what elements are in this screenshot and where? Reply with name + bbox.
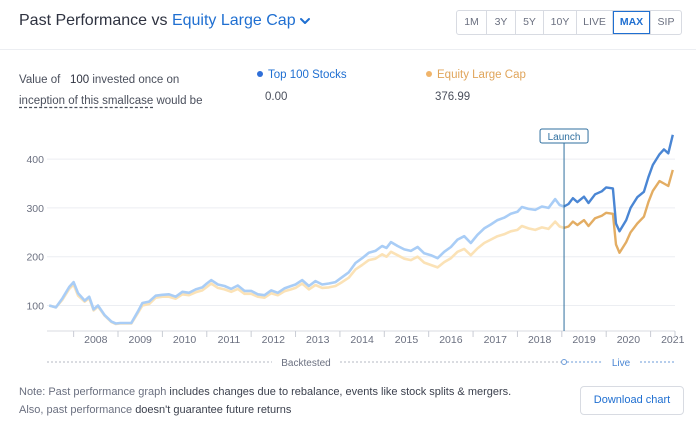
legend-series-2-name: Equity Large Cap (437, 69, 526, 81)
chevron-down-icon (299, 17, 310, 24)
footer-line-2: Also, past performance doesn't guarantee… (19, 401, 511, 419)
legend-dot-icon (426, 71, 432, 77)
footer-note: Note: Past performance graph includes ch… (19, 383, 511, 419)
summary-text-1: Value of (19, 74, 61, 86)
launch-point-marker (561, 359, 568, 365)
summary-text-3: would be (156, 95, 203, 107)
x-tick-label: 2013 (306, 334, 330, 346)
legend-dot-icon (257, 71, 263, 77)
performance-chart: 100 200 300 400 2008 2009 2010 2011 2012 2013 2014… (26, 128, 685, 369)
page-title: Past Performance vs Equity Large Cap (19, 12, 311, 30)
footer-note-2-emphasis: doesn't guarantee future returns (135, 404, 292, 416)
y-tick-label: 200 (26, 252, 44, 264)
benchmark-dropdown[interactable]: Equity Large Cap (172, 12, 311, 29)
launch-label-border (539, 128, 589, 144)
footer-note-1-emphasis: includes changes due to rebalance, event… (169, 386, 512, 398)
series-equity-large-cap-live-line (563, 169, 674, 254)
invested-amount: 100 (69, 74, 90, 86)
footer-note-2: Also, past performance (19, 404, 133, 416)
tab-5y[interactable]: 5Y (516, 11, 544, 34)
benchmark-label: Equity Large Cap (171, 12, 296, 29)
footer-note-1: Note: Past performance graph (19, 386, 167, 398)
chart-header: Past Performance vs Equity Large Cap 1M … (0, 0, 696, 46)
legend-series-1-value: 0.00 (265, 91, 288, 103)
legend-equity-large-cap: Equity Large Cap 376.99 (426, 69, 526, 103)
series-equity-large-cap-backtest-line (48, 220, 565, 326)
summary-line-1: Value of 100 invested once on (19, 70, 202, 91)
x-tick-label: 2011 (218, 334, 241, 346)
inception-link[interactable]: inception of this smallcase (19, 95, 154, 107)
y-tick-label: 100 (26, 300, 44, 312)
x-tick-label: 2020 (617, 334, 641, 346)
y-tick-label: 300 (26, 203, 44, 215)
period-tabs: 1M 3Y 5Y 10Y LIVE MAX SIP (456, 10, 682, 35)
x-tick-label: 2015 (395, 334, 419, 346)
summary-text-2: invested once on (92, 74, 180, 86)
x-tick-label: 2019 (572, 334, 596, 346)
x-tick-label: 2009 (129, 334, 153, 346)
legend-series-1-name: Top 100 Stocks (268, 69, 347, 81)
x-tick-label: 2008 (84, 334, 108, 346)
x-tick-label: 2021 (661, 334, 685, 346)
x-tick-label: 2017 (484, 334, 508, 346)
x-tick-label: 2014 (350, 334, 374, 346)
footer-line-1: Note: Past performance graph includes ch… (19, 383, 511, 401)
tab-10y[interactable]: 10Y (544, 11, 577, 34)
x-tick-label: 2016 (439, 334, 463, 346)
live-label: Live (612, 358, 631, 369)
title-prefix: Past Performance vs (19, 12, 168, 29)
series-top-100-stocks-backtest-line (48, 197, 565, 325)
y-tick-label: 400 (26, 154, 44, 166)
tab-1m[interactable]: 1M (457, 11, 487, 34)
tab-max[interactable]: MAX (613, 11, 651, 34)
launch-label-box: Launch (539, 128, 589, 144)
x-tick-label: 2010 (173, 334, 197, 346)
tab-sip[interactable]: SIP (657, 16, 675, 28)
summary-line-2: inception of this smallcase would be (19, 91, 202, 112)
backtested-label: Backtested (281, 358, 330, 369)
legend-top-100-stocks: Top 100 Stocks 0.00 (257, 69, 347, 103)
x-tick-label: 2012 (262, 334, 286, 346)
tab-live[interactable]: LIVE (577, 11, 613, 34)
launch-label: Launch (548, 132, 581, 143)
download-chart-button[interactable]: Download chart (580, 386, 684, 415)
x-tick-label: 2018 (528, 334, 552, 346)
header-divider (0, 49, 696, 50)
tab-3y[interactable]: 3Y (487, 11, 516, 34)
series-top-100-stocks-live-line (563, 134, 674, 233)
summary-text: Value of 100 invested once on inception … (19, 70, 202, 112)
legend-series-2-value: 376.99 (435, 91, 471, 103)
